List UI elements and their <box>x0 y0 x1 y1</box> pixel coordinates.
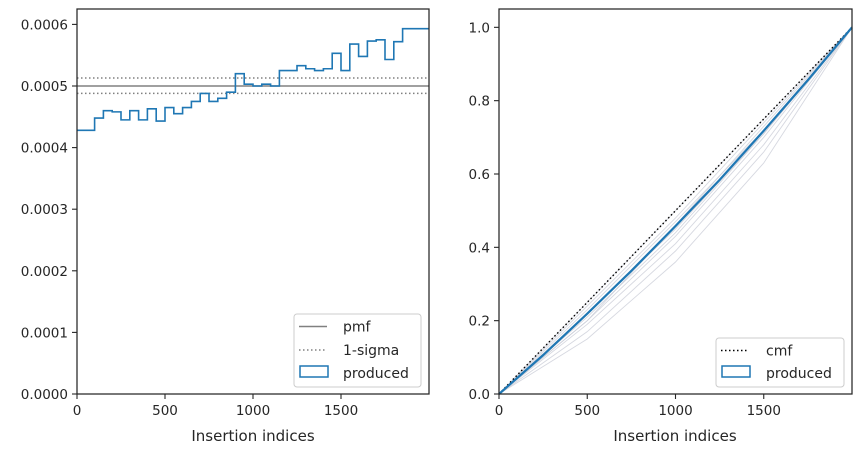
right-axes-frame <box>498 8 853 395</box>
left-xtick-label: 1500 <box>324 403 358 419</box>
right-legend-produced-swatch <box>721 365 751 378</box>
left-legend-box <box>293 313 422 388</box>
right-ticks: 0 500 1000 1500 0.0 0.2 0.4 0.6 0.8 1.0 <box>469 20 781 419</box>
run-line <box>498 27 853 395</box>
left-ytick-label: 0.0001 <box>21 325 68 341</box>
left-xtick-label: 0 <box>73 403 82 419</box>
left-ytick-label: 0.0000 <box>21 387 68 403</box>
right-ytick-label: 0.6 <box>469 167 490 183</box>
right-legend-cmf-label: cmf <box>766 344 793 360</box>
left-panel: 0 500 1000 1500 0.0000 0.0001 0.0002 0.0003 0.00… <box>21 8 430 445</box>
right-ytick-label: 0.4 <box>469 240 490 256</box>
left-plot-area <box>77 27 429 132</box>
left-legend-produced-swatch <box>299 365 329 378</box>
right-xlabel: Insertion indices <box>613 427 736 445</box>
left-ticks: 0 500 1000 1500 0.0000 0.0001 0.0002 0.0003 0.00… <box>21 17 358 419</box>
left-xtick-label: 500 <box>152 403 178 419</box>
left-xlabel: Insertion indices <box>191 427 314 445</box>
left-legend-sigma-label: 1-sigma <box>343 343 399 359</box>
run-line <box>498 27 853 395</box>
produced-cdf-line <box>498 26 853 395</box>
run-line <box>498 27 853 395</box>
left-ytick-label: 0.0006 <box>21 17 68 33</box>
cmf-line <box>498 26 853 395</box>
right-ytick-label: 1.0 <box>469 20 490 36</box>
left-ytick-label: 0.0002 <box>21 264 68 280</box>
right-ytick-label: 0.0 <box>469 387 490 403</box>
left-legend-produced-label: produced <box>343 366 409 382</box>
right-xtick-label: 1500 <box>747 403 781 419</box>
left-ytick-label: 0.0004 <box>21 141 68 157</box>
produced-histogram-step <box>77 27 429 132</box>
right-ytick-label: 0.8 <box>469 94 490 110</box>
left-xtick-label: 1000 <box>236 403 270 419</box>
right-xtick-label: 1000 <box>658 403 692 419</box>
left-ytick-label: 0.0005 <box>21 79 68 95</box>
left-legend: pmf 1-sigma produced <box>293 313 422 388</box>
right-panel: 0 500 1000 1500 0.0 0.2 0.4 0.6 0.8 1.0 Insertion… <box>469 8 853 445</box>
right-plot-area <box>498 26 853 395</box>
right-legend-box <box>715 337 845 388</box>
run-line <box>498 27 853 395</box>
right-xtick-label: 500 <box>574 403 600 419</box>
right-ytick-label: 0.2 <box>469 314 490 330</box>
right-legend-produced-label: produced <box>766 366 832 382</box>
left-legend-pmf-label: pmf <box>343 320 372 336</box>
right-legend: cmf produced <box>715 337 845 388</box>
left-ytick-label: 0.0003 <box>21 202 68 218</box>
right-xtick-label: 0 <box>495 403 504 419</box>
